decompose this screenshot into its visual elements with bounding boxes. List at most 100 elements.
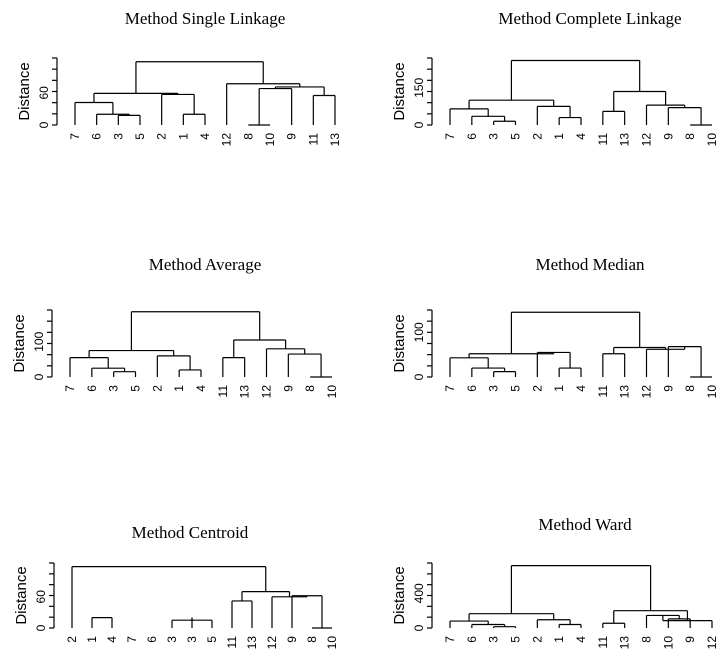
leaf-label: 3 — [165, 636, 179, 643]
leaf-label: 4 — [198, 133, 212, 140]
leaf-label: 13 — [618, 636, 632, 650]
y-tick-label: 400 — [412, 583, 426, 603]
leaf-label: 7 — [68, 133, 82, 140]
leaf-label: 5 — [205, 636, 219, 643]
panel-title: Method Average — [149, 255, 262, 274]
panel-title: Method Ward — [538, 515, 632, 534]
leaf-label: 2 — [530, 636, 544, 643]
y-axis-label: Distance — [391, 314, 408, 372]
leaf-label: 1 — [176, 133, 190, 140]
y-tick-label: 0 — [37, 121, 51, 128]
y-tick-label: 60 — [37, 86, 51, 100]
y-tick-label: 0 — [412, 373, 426, 380]
leaf-label: 7 — [443, 385, 457, 392]
leaf-label: 5 — [133, 133, 147, 140]
leaf-label: 11 — [596, 385, 610, 398]
leaf-label: 1 — [552, 385, 566, 392]
leaf-label: 10 — [325, 636, 339, 650]
leaf-label: 3 — [487, 385, 501, 392]
leaf-label: 13 — [245, 636, 259, 650]
leaf-label: 5 — [509, 636, 523, 643]
leaf-label: 8 — [683, 133, 697, 140]
leaf-label: 9 — [661, 133, 675, 140]
leaf-label: 5 — [509, 385, 523, 392]
leaf-label: 9 — [285, 636, 299, 643]
leaf-label: 12 — [705, 636, 719, 650]
leaf-label: 13 — [238, 385, 252, 399]
y-axis-label: Distance — [11, 314, 28, 372]
leaf-label: 7 — [443, 636, 457, 643]
leaf-label: 2 — [530, 133, 544, 140]
y-axis-label: Distance — [16, 62, 33, 120]
leaf-label: 10 — [661, 636, 675, 650]
leaf-label: 11 — [216, 385, 230, 398]
panel-title: Method Median — [535, 255, 645, 274]
leaf-label: 3 — [111, 133, 125, 140]
leaf-label: 10 — [325, 385, 339, 399]
leaf-label: 4 — [574, 385, 588, 392]
leaf-label: 12 — [220, 133, 234, 147]
leaf-label: 13 — [618, 385, 632, 399]
leaf-label: 4 — [105, 636, 119, 643]
leaf-label: 6 — [85, 385, 99, 392]
leaf-label: 11 — [225, 636, 239, 649]
panel-title: Method Centroid — [132, 523, 249, 542]
leaf-label: 4 — [574, 636, 588, 643]
dendrogram-panel-6: Method Ward Distance 0 400 7 6 3 5 2 1 4 11 13 8 10 9 12 — [391, 515, 719, 649]
leaf-label: 11 — [306, 133, 320, 146]
leaf-label: 2 — [150, 385, 164, 392]
leaf-label: 3 — [107, 385, 121, 392]
leaf-label: 12 — [260, 385, 274, 399]
leaf-label: 10 — [705, 133, 719, 147]
panel-title: Method Complete Linkage — [498, 9, 681, 28]
leaf-label: 8 — [241, 133, 255, 140]
leaf-label: 10 — [705, 385, 719, 399]
leaf-label: 1 — [552, 636, 566, 643]
leaf-label: 6 — [145, 636, 159, 643]
leaf-label: 9 — [661, 385, 675, 392]
leaf-label: 6 — [90, 133, 104, 140]
y-tick-label: 0 — [412, 121, 426, 128]
leaf-label: 8 — [683, 385, 697, 392]
leaf-label: 11 — [596, 636, 610, 649]
leaf-label: 5 — [509, 133, 523, 140]
leaf-label: 12 — [640, 385, 654, 399]
leaf-label: 12 — [265, 636, 279, 650]
leaf-label: 1 — [552, 133, 566, 140]
y-axis-label: Distance — [391, 62, 408, 120]
leaf-label: 13 — [618, 133, 632, 147]
leaf-label: 1 — [172, 385, 186, 392]
leaf-label: 4 — [194, 385, 208, 392]
leaf-label: 1 — [85, 636, 99, 643]
leaf-label: 12 — [640, 133, 654, 147]
leaf-label: 13 — [328, 133, 342, 147]
leaf-label: 6 — [465, 385, 479, 392]
leaf-label: 10 — [263, 133, 277, 147]
leaf-label: 2 — [65, 636, 79, 643]
leaf-label: 8 — [305, 636, 319, 643]
leaf-label: 4 — [574, 133, 588, 140]
panel-title: Method Single Linkage — [125, 9, 286, 28]
y-tick-label: 100 — [32, 331, 46, 351]
dendrogram-panel-2: Method Complete Linkage Distance 0 150 7 6 3 5 2… — [391, 9, 719, 146]
leaf-label: 9 — [285, 133, 299, 140]
leaf-label: 2 — [530, 385, 544, 392]
leaf-label: 7 — [63, 385, 77, 392]
leaf-label: 3 — [487, 133, 501, 140]
leaf-label: 6 — [465, 636, 479, 643]
leaf-label: 7 — [125, 636, 139, 643]
y-tick-label: 0 — [32, 373, 46, 380]
leaf-label: 5 — [129, 385, 143, 392]
dendrogram-panel-4: Method Median Distance 0 100 7 6 3 5 2 1 4 11 13 12 9 8… — [391, 255, 719, 398]
leaf-label: 2 — [155, 133, 169, 140]
y-axis-label: Distance — [391, 566, 408, 624]
leaf-label: 8 — [303, 385, 317, 392]
y-axis-label: Distance — [13, 566, 30, 624]
leaf-label: 3 — [185, 636, 199, 643]
leaf-label: 8 — [640, 636, 654, 643]
dendrogram-panel-3: Method Average Distance 0 100 7 6 3 5 2 1 4 11 13 12 9… — [11, 255, 339, 398]
leaf-label: 7 — [443, 133, 457, 140]
leaf-label: 3 — [487, 636, 501, 643]
